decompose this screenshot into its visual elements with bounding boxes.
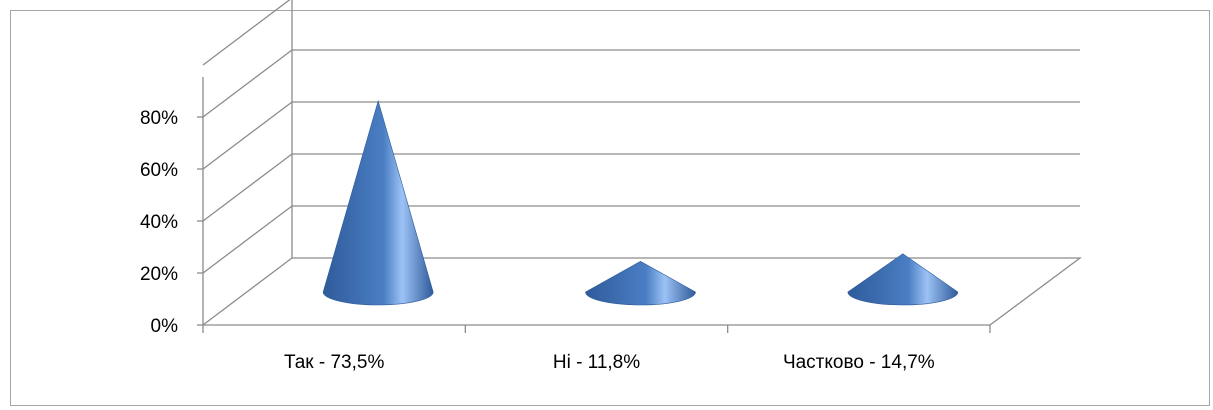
cone-bar xyxy=(585,260,696,306)
category-label: Частково - 14,7% xyxy=(783,352,935,373)
cone-layer xyxy=(322,99,959,306)
y-tick-label: 80% xyxy=(140,108,178,129)
category-label: Так - 73,5% xyxy=(284,352,384,373)
cone-bar xyxy=(847,253,959,306)
gridline-60 xyxy=(202,101,1080,170)
axis-layer xyxy=(197,77,1082,333)
grid-layer xyxy=(202,0,1080,274)
y-tick-label: 20% xyxy=(140,264,178,285)
floor-outline xyxy=(202,257,1082,326)
cone-bar xyxy=(322,99,434,306)
gridline-80 xyxy=(202,49,1080,118)
category-label: Ні - 11,8% xyxy=(553,352,640,373)
y-tick-label: 60% xyxy=(140,160,178,181)
cone-body xyxy=(322,99,434,306)
chart-frame xyxy=(10,10,1210,406)
gridline-top xyxy=(202,0,291,66)
y-tick-label: 40% xyxy=(140,212,178,233)
y-tick-label: 0% xyxy=(151,316,179,337)
label-layer: 0% 20% 40% 60% 80% Так - 73,5% Ні - 11,8% Частк… xyxy=(140,108,935,373)
gridline-40 xyxy=(202,153,1080,222)
cone-body xyxy=(585,260,696,306)
cone-body xyxy=(847,253,959,306)
